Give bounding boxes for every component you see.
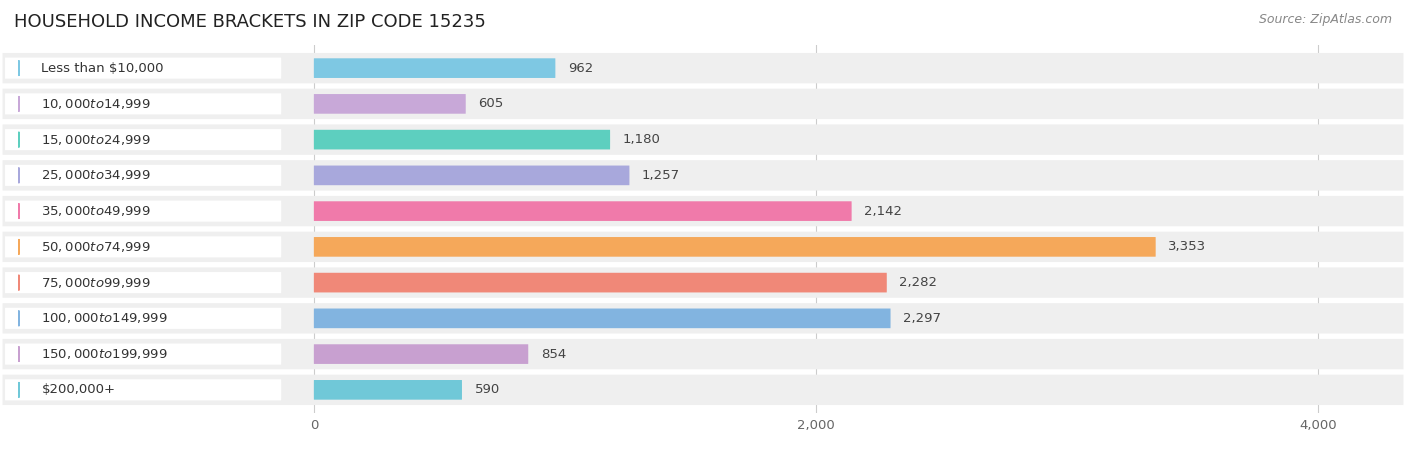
- FancyBboxPatch shape: [314, 130, 610, 150]
- FancyBboxPatch shape: [6, 129, 281, 150]
- FancyBboxPatch shape: [314, 58, 555, 78]
- FancyBboxPatch shape: [314, 237, 1156, 257]
- FancyBboxPatch shape: [6, 201, 281, 222]
- Text: $50,000 to $74,999: $50,000 to $74,999: [41, 240, 150, 254]
- Text: 962: 962: [568, 62, 593, 75]
- Text: $100,000 to $149,999: $100,000 to $149,999: [41, 311, 167, 326]
- FancyBboxPatch shape: [6, 272, 281, 293]
- Text: 2,142: 2,142: [865, 205, 903, 218]
- FancyBboxPatch shape: [3, 232, 1403, 262]
- FancyBboxPatch shape: [3, 196, 1403, 226]
- FancyBboxPatch shape: [314, 380, 463, 400]
- FancyBboxPatch shape: [314, 308, 890, 328]
- FancyBboxPatch shape: [6, 57, 281, 79]
- FancyBboxPatch shape: [6, 236, 281, 257]
- Text: HOUSEHOLD INCOME BRACKETS IN ZIP CODE 15235: HOUSEHOLD INCOME BRACKETS IN ZIP CODE 15…: [14, 13, 486, 31]
- FancyBboxPatch shape: [314, 201, 852, 221]
- FancyBboxPatch shape: [3, 268, 1403, 298]
- Text: 590: 590: [475, 383, 499, 396]
- FancyBboxPatch shape: [6, 93, 281, 114]
- Text: Source: ZipAtlas.com: Source: ZipAtlas.com: [1258, 13, 1392, 26]
- Text: $15,000 to $24,999: $15,000 to $24,999: [41, 132, 150, 147]
- Text: $25,000 to $34,999: $25,000 to $34,999: [41, 168, 150, 182]
- FancyBboxPatch shape: [3, 339, 1403, 369]
- FancyBboxPatch shape: [3, 160, 1403, 190]
- FancyBboxPatch shape: [314, 94, 465, 114]
- Text: 1,180: 1,180: [623, 133, 661, 146]
- Text: 1,257: 1,257: [643, 169, 681, 182]
- Text: $150,000 to $199,999: $150,000 to $199,999: [41, 347, 167, 361]
- Text: $10,000 to $14,999: $10,000 to $14,999: [41, 97, 150, 111]
- Text: 605: 605: [478, 97, 503, 110]
- FancyBboxPatch shape: [6, 379, 281, 401]
- Text: Less than $10,000: Less than $10,000: [41, 62, 165, 75]
- FancyBboxPatch shape: [3, 124, 1403, 155]
- FancyBboxPatch shape: [6, 308, 281, 329]
- FancyBboxPatch shape: [3, 53, 1403, 84]
- FancyBboxPatch shape: [314, 273, 887, 292]
- FancyBboxPatch shape: [314, 166, 630, 185]
- FancyBboxPatch shape: [6, 165, 281, 186]
- Text: $35,000 to $49,999: $35,000 to $49,999: [41, 204, 150, 218]
- Text: $200,000+: $200,000+: [41, 383, 115, 396]
- FancyBboxPatch shape: [314, 344, 529, 364]
- FancyBboxPatch shape: [3, 89, 1403, 119]
- Text: 3,353: 3,353: [1168, 240, 1206, 253]
- FancyBboxPatch shape: [3, 303, 1403, 334]
- Text: 2,297: 2,297: [903, 312, 941, 325]
- Text: $75,000 to $99,999: $75,000 to $99,999: [41, 276, 150, 290]
- Text: 854: 854: [541, 348, 567, 361]
- FancyBboxPatch shape: [3, 374, 1403, 405]
- FancyBboxPatch shape: [6, 343, 281, 365]
- Text: 2,282: 2,282: [900, 276, 938, 289]
